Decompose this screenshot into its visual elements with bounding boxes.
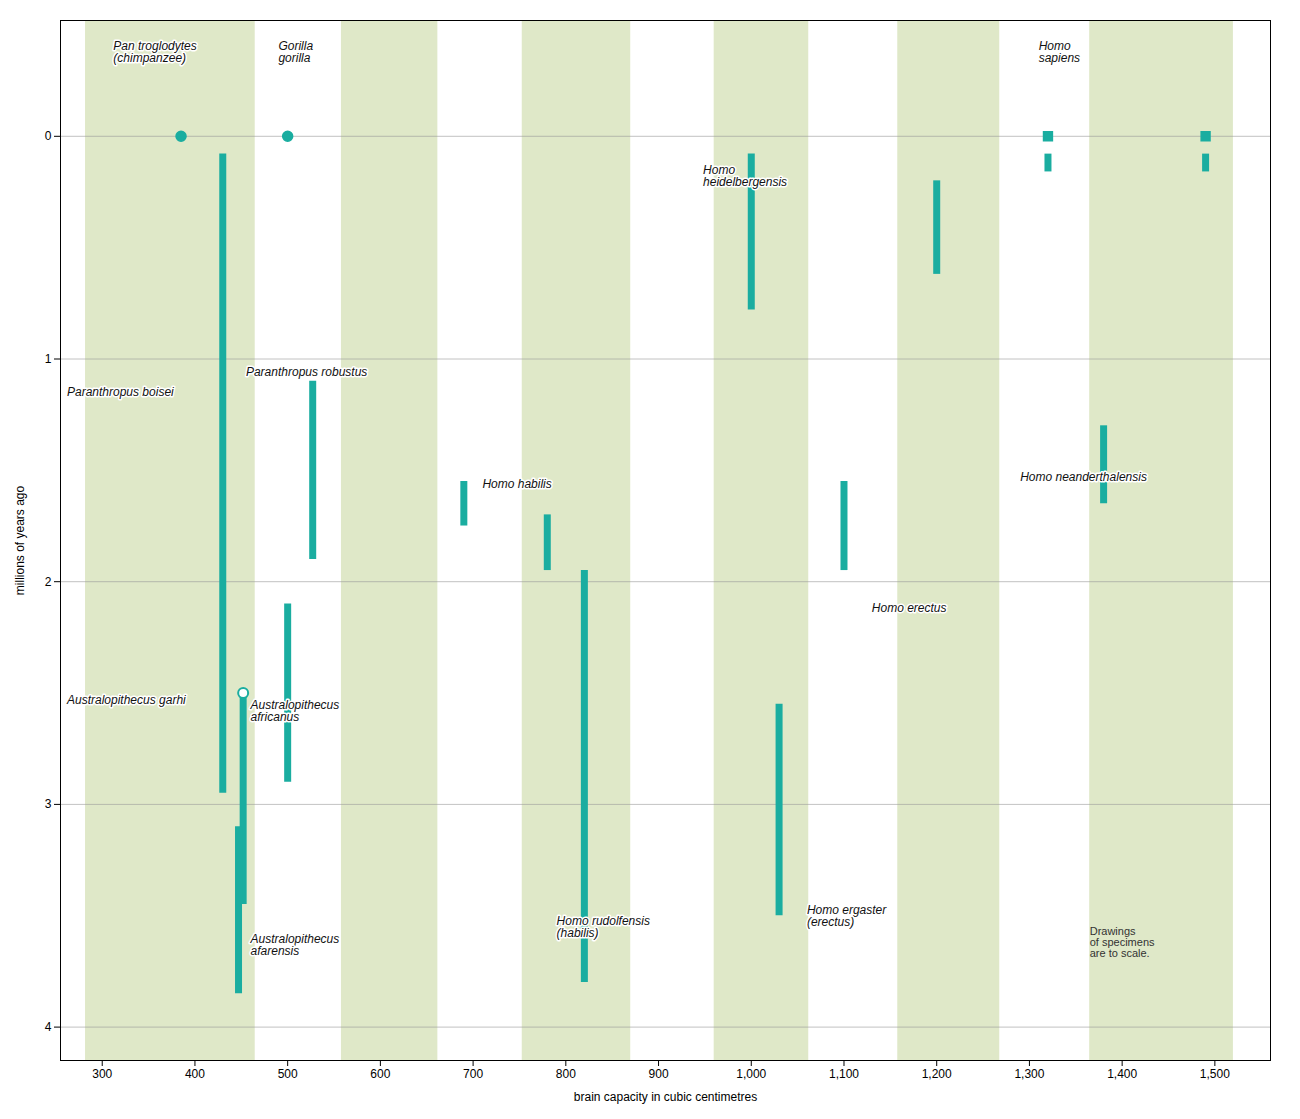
- svg-text:Homosapiens: Homosapiens: [1039, 39, 1080, 65]
- svg-text:brain capacity in cubic centim: brain capacity in cubic centimetres: [574, 1090, 757, 1104]
- svg-text:2: 2: [45, 575, 52, 589]
- svg-text:1,200: 1,200: [922, 1067, 952, 1081]
- svg-text:1,300: 1,300: [1014, 1067, 1044, 1081]
- svg-text:Homo neanderthalensis: Homo neanderthalensis: [1020, 470, 1147, 484]
- svg-text:700: 700: [463, 1067, 483, 1081]
- svg-text:Homo erectus: Homo erectus: [872, 601, 947, 615]
- svg-text:Gorillagorilla: Gorillagorilla: [278, 39, 313, 65]
- svg-text:1,000: 1,000: [736, 1067, 766, 1081]
- svg-text:Australopithecus garhi: Australopithecus garhi: [66, 693, 186, 707]
- svg-text:300: 300: [92, 1067, 112, 1081]
- svg-text:Homoheidelbergensis: Homoheidelbergensis: [703, 163, 787, 189]
- svg-text:Paranthropus robustus: Paranthropus robustus: [246, 365, 367, 379]
- svg-text:Paranthropus boisei: Paranthropus boisei: [67, 385, 174, 399]
- svg-text:1,400: 1,400: [1107, 1067, 1137, 1081]
- svg-text:Homo ergaster(erectus): Homo ergaster(erectus): [807, 903, 887, 929]
- svg-text:Australopithecusafricanus: Australopithecusafricanus: [250, 698, 340, 724]
- svg-text:millions of years ago: millions of years ago: [13, 485, 27, 595]
- svg-text:Australopithecusafarensis: Australopithecusafarensis: [250, 932, 340, 958]
- svg-text:0: 0: [45, 129, 52, 143]
- svg-text:400: 400: [185, 1067, 205, 1081]
- svg-text:900: 900: [649, 1067, 669, 1081]
- svg-text:Homo rudolfensis(habilis): Homo rudolfensis(habilis): [557, 914, 650, 940]
- svg-text:1,100: 1,100: [829, 1067, 859, 1081]
- svg-text:500: 500: [278, 1067, 298, 1081]
- svg-text:Drawingsof specimensare to sca: Drawingsof specimensare to scale.: [1090, 925, 1155, 959]
- svg-text:1: 1: [45, 352, 52, 366]
- svg-text:Pan troglodytes(chimpanzee): Pan troglodytes(chimpanzee): [113, 39, 196, 65]
- svg-text:3: 3: [45, 797, 52, 811]
- svg-text:800: 800: [556, 1067, 576, 1081]
- svg-text:Homo habilis: Homo habilis: [482, 477, 551, 491]
- svg-text:600: 600: [370, 1067, 390, 1081]
- svg-text:4: 4: [45, 1020, 52, 1034]
- svg-text:1,500: 1,500: [1200, 1067, 1230, 1081]
